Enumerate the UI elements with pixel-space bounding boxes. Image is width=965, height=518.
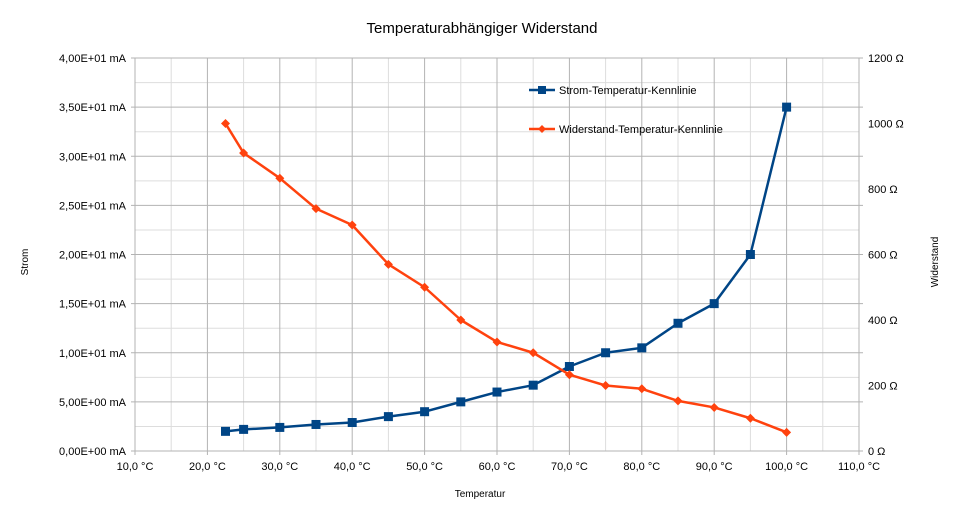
legend-label-widerstand: Widerstand-Temperatur-Kennlinie — [559, 124, 723, 136]
y-tick-label: 3,00E+01 mA — [59, 151, 127, 163]
data-point-widerstand — [275, 173, 285, 183]
data-point-widerstand — [745, 413, 755, 423]
data-point-widerstand — [221, 119, 230, 128]
data-point-widerstand — [601, 381, 611, 390]
y-tick-label: 2,50E+01 mA — [59, 200, 127, 212]
y-tick-label: 1,50E+01 mA — [59, 299, 127, 311]
data-point-strom — [709, 299, 719, 309]
data-point-widerstand — [564, 370, 574, 380]
data-point-widerstand — [492, 337, 502, 347]
data-point-strom — [492, 387, 502, 397]
y-axis-label: Strom — [20, 249, 31, 276]
y2-tick-label: 1000 Ω — [868, 119, 904, 131]
y2-tick-label: 600 Ω — [868, 250, 898, 262]
grid — [131, 57, 863, 455]
x-tick-label: 40,0 °C — [334, 461, 371, 473]
data-point-widerstand — [239, 148, 249, 158]
x-tick-label: 90,0 °C — [696, 461, 733, 473]
y-tick-label: 1,00E+01 mA — [59, 348, 127, 360]
data-point-strom — [637, 343, 647, 353]
data-point-widerstand — [673, 396, 683, 406]
data-point-widerstand — [528, 348, 538, 358]
data-point-strom — [745, 250, 755, 259]
data-point-widerstand — [709, 402, 719, 412]
y2-axis-label: Widerstand — [930, 237, 941, 288]
x-tick-label: 50,0 °C — [406, 461, 443, 473]
legend-label-strom: Strom-Temperatur-Kennlinie — [559, 85, 697, 97]
data-point-widerstand — [311, 204, 321, 214]
x-tick-label: 20,0 °C — [189, 461, 226, 473]
y2-tick-label: 800 Ω — [868, 184, 898, 196]
x-tick-label: 100,0 °C — [765, 461, 808, 473]
x-tick-label: 30,0 °C — [261, 461, 298, 473]
data-point-strom — [275, 422, 285, 432]
data-point-widerstand — [782, 427, 792, 437]
y2-axis-ticks: 0 Ω 200 Ω 400 Ω 600 Ω 800 Ω 1000 Ω 1200 Ω — [868, 53, 904, 458]
data-point-strom — [782, 102, 792, 112]
x-axis-ticks: 10,0 °C 20,0 °C 30,0 °C 40,0 °C 50,0 °C 60,0 … — [117, 461, 881, 473]
series-layer — [221, 102, 792, 437]
data-point-strom — [601, 348, 611, 358]
y-axis-ticks: 0,00E+00 mA 5,00E+00 mA 1,00E+01 mA 1,50E+0… — [59, 53, 127, 458]
y-tick-label: 0,00E+00 mA — [59, 446, 127, 458]
data-point-strom — [383, 412, 393, 422]
y2-tick-label: 200 Ω — [868, 381, 898, 393]
data-point-strom — [673, 318, 683, 328]
x-axis-label: Temperatur — [455, 489, 506, 500]
data-point-strom — [528, 380, 538, 390]
y-tick-label: 2,00E+01 mA — [59, 250, 127, 262]
y-tick-label: 3,50E+01 mA — [59, 102, 127, 114]
chart-title: Temperaturabhängiger Widerstand — [367, 20, 598, 37]
data-point-strom — [347, 418, 357, 428]
legend-marker-widerstand — [538, 125, 546, 133]
data-point-strom — [239, 424, 249, 434]
legend: Strom-Temperatur-Kennlinie Widerstand-Te… — [529, 85, 723, 136]
data-point-strom — [311, 419, 321, 429]
x-tick-label: 80,0 °C — [623, 461, 660, 473]
data-point-widerstand — [456, 315, 466, 325]
y-tick-label: 4,00E+01 mA — [59, 53, 127, 65]
data-point-widerstand — [383, 259, 393, 269]
y2-tick-label: 1200 Ω — [868, 53, 904, 65]
data-point-strom — [456, 397, 466, 407]
x-tick-label: 10,0 °C — [117, 461, 154, 473]
y-tick-label: 5,00E+00 mA — [59, 397, 127, 409]
series-line-widerstand — [224, 122, 788, 434]
data-point-strom — [420, 407, 430, 417]
x-tick-label: 60,0 °C — [479, 461, 516, 473]
data-point-strom — [564, 362, 574, 372]
data-point-widerstand — [347, 220, 357, 230]
data-point-widerstand — [637, 384, 647, 394]
y2-tick-label: 400 Ω — [868, 315, 898, 327]
data-point-strom — [221, 426, 230, 436]
x-tick-label: 70,0 °C — [551, 461, 588, 473]
legend-marker-strom — [538, 86, 546, 94]
x-tick-label: 110,0 °C — [838, 461, 880, 473]
data-point-widerstand — [420, 282, 430, 292]
y2-tick-label: 0 Ω — [868, 446, 885, 458]
